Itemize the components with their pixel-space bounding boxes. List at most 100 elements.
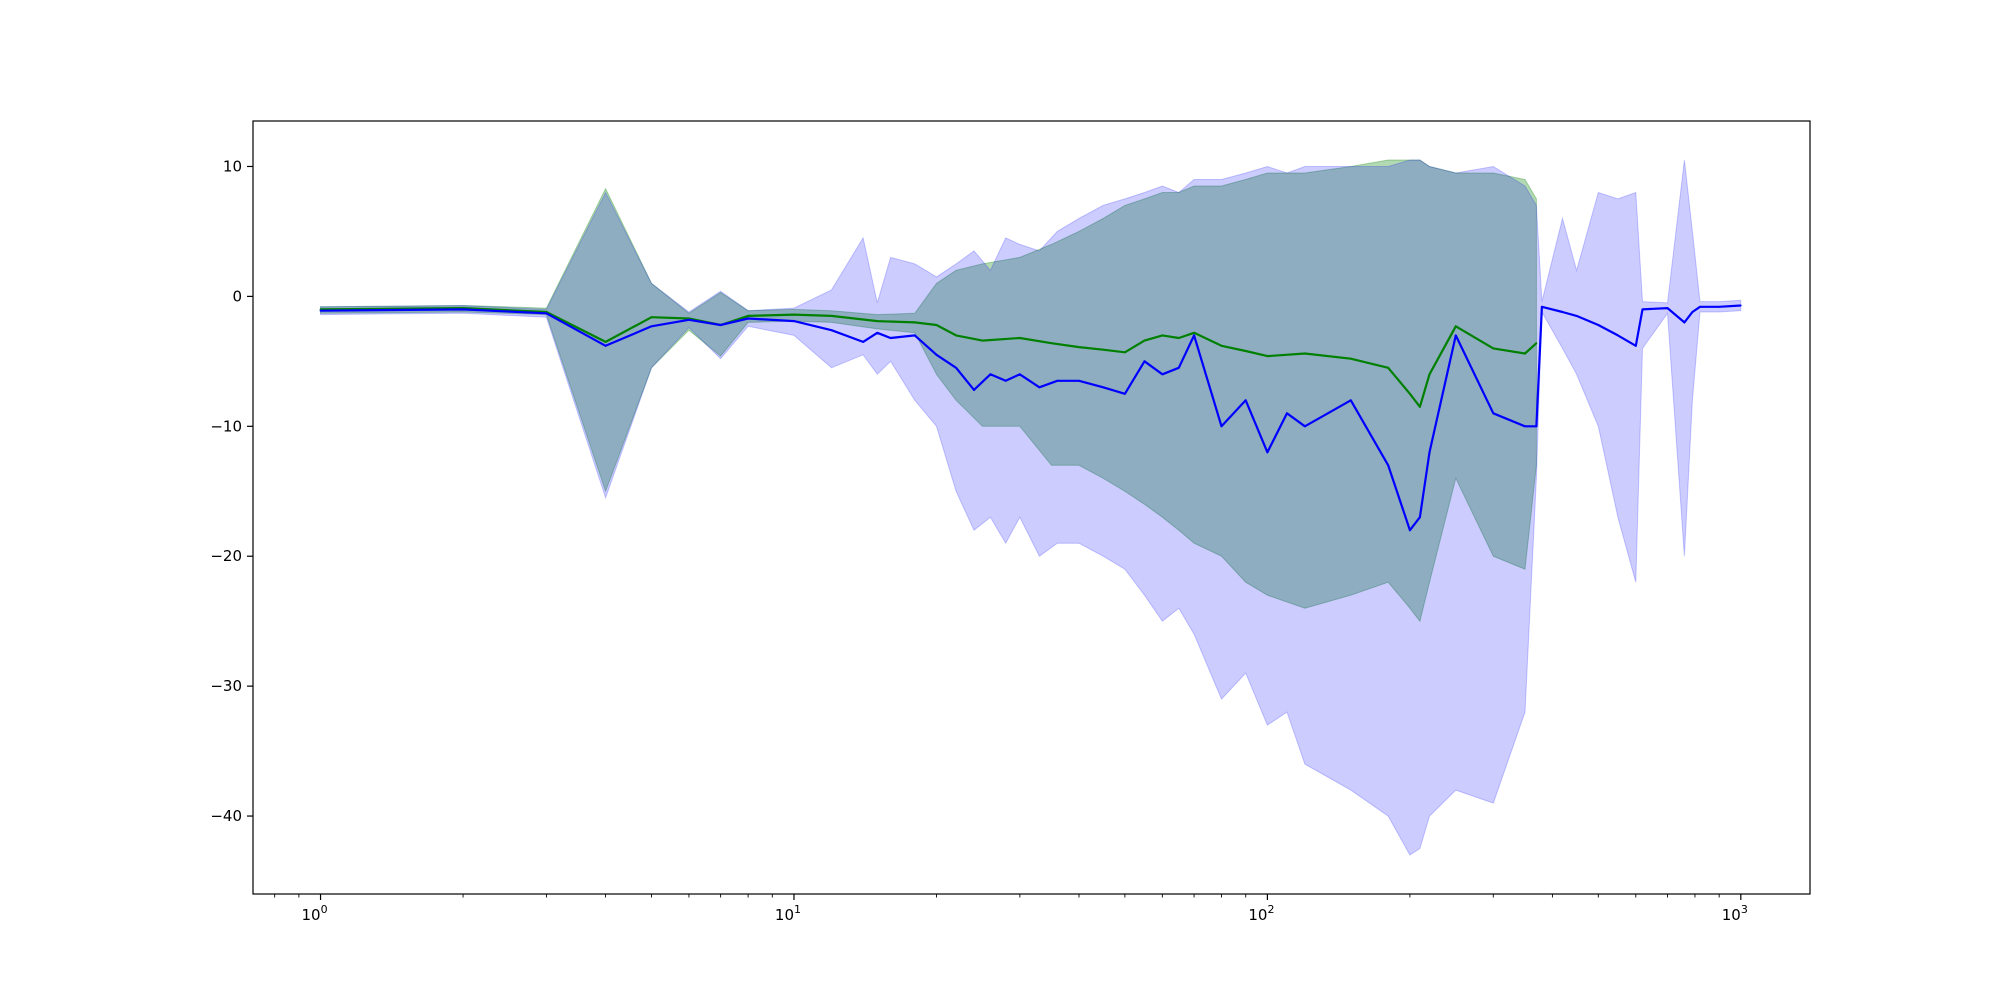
series-2-point [604,344,607,347]
series-2-point [973,389,975,391]
series-2-line [320,304,1741,532]
series-2-point [889,337,892,339]
series-2-point [1193,334,1195,337]
y-tick-label: 10 [223,157,242,175]
series-1-point [1409,392,1411,395]
series-2-point [1666,307,1669,309]
plot-frame [252,120,1811,895]
series-1-point [1244,350,1247,352]
series-1-point [955,334,957,337]
series-2-point [1575,315,1578,317]
series-2-point [719,324,722,326]
series-2-point [1286,412,1288,415]
x-tick-label: 100 [301,903,327,924]
series-2-point [1244,399,1247,402]
series-2-point [830,329,833,332]
series-1-point [1177,337,1180,339]
series-2-point [1492,412,1495,415]
series-2-point [793,320,795,322]
series-2-point [545,312,548,315]
plot-area [319,159,1742,856]
series-2-point [1004,379,1007,382]
series-2-point [1304,425,1306,428]
series-2-point [1161,373,1164,376]
series-2-point [1018,373,1021,376]
series-1-point [747,315,749,317]
series-1-point [1018,337,1021,339]
series-1-point [1304,352,1306,355]
series-1-point [935,324,938,326]
series-1-point [981,339,984,342]
y-tick-label: −30 [210,677,242,695]
y-tick-label: −40 [210,807,242,825]
series-1-point [1419,405,1421,408]
series-2-point [1143,360,1146,363]
series-2-point [319,309,322,312]
series-1-point [1492,347,1495,350]
x-tick-label: 102 [1248,903,1274,924]
series-2-point [1419,516,1421,519]
series-1-point [604,341,607,343]
series-1-point [1535,342,1538,345]
series-2-point [1387,464,1390,467]
series-2-point [1220,425,1223,428]
series-1-point [650,316,653,319]
series-2-band [320,159,1742,856]
series-2-point [1634,344,1637,347]
series-1-point [1428,373,1431,376]
series-2-point [1102,386,1105,389]
series-2-point [1056,379,1059,382]
series-1-point [793,313,795,316]
series-2-point [876,331,879,334]
series-1-point [1102,348,1105,351]
series-1-point [1387,366,1390,369]
series-2-point [650,325,653,328]
series-2-point [955,366,957,369]
series-2-point [1718,305,1721,308]
series-1-point [1143,339,1146,342]
series-2-point [1428,451,1431,454]
y-tick-label: −10 [210,417,242,435]
series-2-point [1691,311,1694,313]
series-2-point [1561,311,1564,313]
series-2-point [1266,451,1269,454]
x-tick-label: 101 [775,903,801,924]
series-2-point [913,334,916,337]
series-2-point [1617,334,1619,337]
series-2-point [862,341,864,343]
series-2-point [1597,324,1600,326]
series-2-point [1641,308,1644,311]
series-1-point [913,321,916,324]
series-1-point [1220,344,1223,347]
series-1-point [1454,325,1457,328]
series-1-point [1078,346,1080,348]
series-2-point [1078,379,1080,382]
series-1-point [1161,334,1164,337]
series-1-point [1349,357,1352,360]
series-2-point [1683,321,1686,324]
series-2-point [1349,399,1352,402]
series-2-point [1038,386,1041,389]
series-2-point [989,373,992,376]
series-2-point [1739,304,1742,307]
series-2-point [747,317,749,320]
series-1-point [876,320,879,322]
series-1-point [1266,355,1269,357]
series-2-point [1177,366,1180,369]
series-2-point [1454,334,1457,337]
series-2-point [462,308,464,311]
series-2-point [1124,392,1126,395]
series-2-point [1541,305,1543,308]
y-tick-label: 0 [232,287,242,305]
series-2-point [935,353,938,356]
y-tick-label: −20 [210,547,242,565]
series-1-band [320,159,1537,623]
series-2-point [1524,425,1526,428]
series-2-point [688,318,690,321]
series-1-point [830,315,833,317]
series-1-point [1193,331,1195,334]
series-2-point [1535,425,1538,428]
